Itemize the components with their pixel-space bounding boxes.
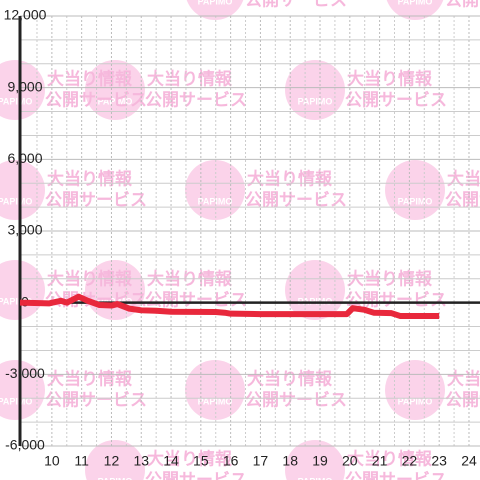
x-tick-label: 21	[372, 453, 388, 469]
watermark-logo	[285, 440, 345, 480]
watermark-logo-text: PAPIMO	[298, 96, 333, 106]
series-line	[19, 293, 440, 320]
watermark-logo-text: PAPIMO	[198, 196, 233, 206]
watermark-logo-text: PAPIMO	[98, 96, 133, 106]
watermark-logo-text: PAPIMO	[0, 196, 32, 206]
x-tick-label: 17	[253, 453, 269, 469]
x-tick-label: 15	[193, 453, 209, 469]
watermark-logo	[85, 440, 145, 480]
watermark-text: 公開サービス	[245, 190, 347, 209]
watermark-text: 大当り情報	[247, 368, 333, 388]
watermark-text: 公開サービス	[45, 90, 147, 109]
watermark-text: 公開サービス	[445, 390, 480, 409]
watermark-logo-text: PAPIMO	[398, 0, 433, 6]
x-tick-label: 19	[312, 453, 328, 469]
watermark-text: 公開サービス	[245, 390, 347, 409]
watermark-logo	[0, 60, 45, 120]
watermark-text: 公開サービス	[345, 90, 447, 109]
x-tick-label: 10	[44, 453, 60, 469]
y-tick-label: 3,000	[7, 222, 42, 238]
watermark-logo	[0, 160, 45, 220]
watermark-text: 大当り情報	[47, 168, 133, 188]
watermark-text: 公開サービス	[145, 90, 247, 109]
x-tick-label: 16	[223, 453, 239, 469]
watermark-logo-text: PAPIMO	[398, 396, 433, 406]
watermark-text: 公開サービス	[345, 470, 447, 480]
watermark-text: 大当り情報	[147, 68, 233, 88]
watermark-text: 公開サービス	[45, 390, 147, 409]
watermark-text: 大当り情報	[447, 368, 480, 388]
watermark-text: 大当り情報	[147, 448, 233, 468]
watermark-logo	[186, 0, 244, 20]
watermark-logo-text: PAPIMO	[198, 396, 233, 406]
watermark-logo	[0, 260, 45, 320]
watermark-text: 公開サービス	[345, 290, 447, 309]
watermark-text: 大当り情報	[447, 168, 480, 188]
x-tick-label: 12	[104, 453, 120, 469]
x-tick-label: 14	[163, 453, 179, 469]
y-tick-label: 12,000	[4, 7, 47, 23]
y-tick-label: 9,000	[7, 78, 42, 94]
x-tick-label: 13	[133, 453, 149, 469]
watermark-logo-text: PAPIMO	[0, 396, 32, 406]
y-tick-label: -3,000	[5, 365, 45, 381]
watermark-logo	[386, 0, 444, 20]
watermark-text: 大当り情報	[347, 448, 433, 468]
watermark-text: 公開サービス	[145, 290, 247, 309]
watermark-logo	[0, 360, 45, 420]
watermark-text: 公開サービス	[45, 190, 147, 209]
watermark-text: 大当り情報	[47, 68, 133, 88]
watermark-logo-text: PAPIMO	[98, 296, 133, 306]
x-tick-label: 24	[461, 453, 477, 469]
watermark-logo-text: PAPIMO	[0, 296, 32, 306]
watermark-logo-text: PAPIMO	[198, 0, 233, 6]
watermark-text: 公開サービス	[145, 470, 247, 480]
watermark-logo	[185, 360, 245, 420]
plot	[19, 293, 440, 320]
x-tick-label: 23	[431, 453, 447, 469]
grid: 10 11 12 13 14 15 16 17 18 19 20 21 22 23 24 12,000 9,00…	[4, 7, 480, 469]
y-tick-label: 6,000	[7, 150, 42, 166]
watermark-logo-text: PAPIMO	[298, 476, 333, 480]
y-tick-label: -6,000	[5, 437, 45, 453]
watermark-logo	[385, 160, 445, 220]
watermark-logo	[285, 60, 345, 120]
watermark-text: 公開サービス	[245, 0, 347, 9]
watermark-text: 大当り情報	[347, 68, 433, 88]
watermark-text: 大当り情報	[47, 368, 133, 388]
watermark-text: 公開サービス	[445, 0, 480, 9]
x-tick-label: 20	[342, 453, 358, 469]
x-tick-label: 18	[282, 453, 298, 469]
watermark-logo-text: PAPIMO	[0, 96, 32, 106]
watermark-logo-text: PAPIMO	[398, 196, 433, 206]
x-tick-label: 11	[74, 453, 89, 469]
watermark-logo	[385, 360, 445, 420]
x-tick-label: 22	[402, 453, 418, 469]
watermark-logo	[185, 160, 245, 220]
watermark-logo-text: PAPIMO	[98, 476, 133, 480]
watermark-logo	[285, 260, 345, 320]
watermark-logo-text: PAPIMO	[298, 296, 333, 306]
watermark-logo	[85, 60, 145, 120]
